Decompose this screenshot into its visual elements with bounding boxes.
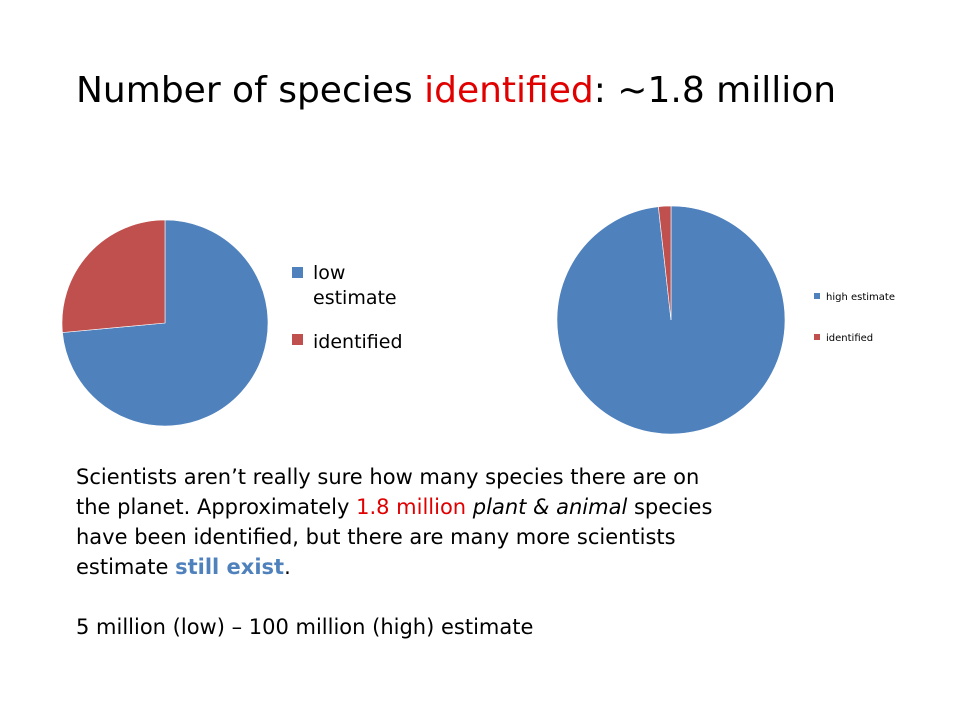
body-line-2-end: species — [627, 495, 713, 519]
italic-plant-animal: plant & animal — [472, 495, 628, 519]
body-line-4: estimate still exist. — [76, 552, 906, 582]
legend-swatch-high-estimate — [814, 293, 820, 299]
body-line-2-space — [466, 495, 473, 519]
legend-low-estimate-chart: low estimate identified — [292, 262, 403, 353]
pie-chart-high-estimate — [556, 205, 786, 435]
title-part2: : ~1.8 million — [593, 70, 837, 111]
slide-title: Number of species identified: ~1.8 milli… — [76, 66, 936, 116]
paragraph-gap — [76, 582, 906, 612]
pie-chart-low-estimate — [61, 219, 269, 427]
body-line-2: the planet. Approximately 1.8 million pl… — [76, 492, 906, 522]
legend-high-estimate-chart: high estimate identified — [814, 292, 895, 344]
body-line-2-text: the planet. Approximately — [76, 495, 357, 519]
highlight-still-exist: still exist — [175, 555, 285, 579]
legend-swatch-identified — [292, 334, 303, 345]
pie-slice-identified — [658, 205, 672, 321]
title-part1: Number of species — [76, 70, 425, 111]
highlight-1-8-million: 1.8 million — [356, 495, 467, 519]
body-text: Scientists aren’t really sure how many s… — [76, 462, 906, 642]
estimate-range-line: 5 million (low) – 100 million (high) est… — [76, 615, 534, 639]
body-line-4-text: estimate — [76, 555, 176, 579]
legend-label-identified-2: identified — [826, 333, 873, 344]
legend-label-high-estimate: high estimate — [826, 292, 895, 303]
pie-slice-identified — [61, 219, 166, 333]
legend-swatch-low-estimate — [292, 267, 303, 278]
body-line-3: have been identified, but there are many… — [76, 525, 676, 549]
legend-label-low-estimate: low estimate — [313, 262, 397, 309]
legend-swatch-identified-2 — [814, 334, 820, 340]
title-highlight: identified — [424, 70, 594, 111]
body-line-1: Scientists aren’t really sure how many s… — [76, 465, 700, 489]
body-line-4-end: . — [284, 555, 291, 579]
charts-canvas: low estimate identified high estimate ide… — [61, 205, 895, 435]
legend-label-identified: identified — [313, 331, 403, 353]
